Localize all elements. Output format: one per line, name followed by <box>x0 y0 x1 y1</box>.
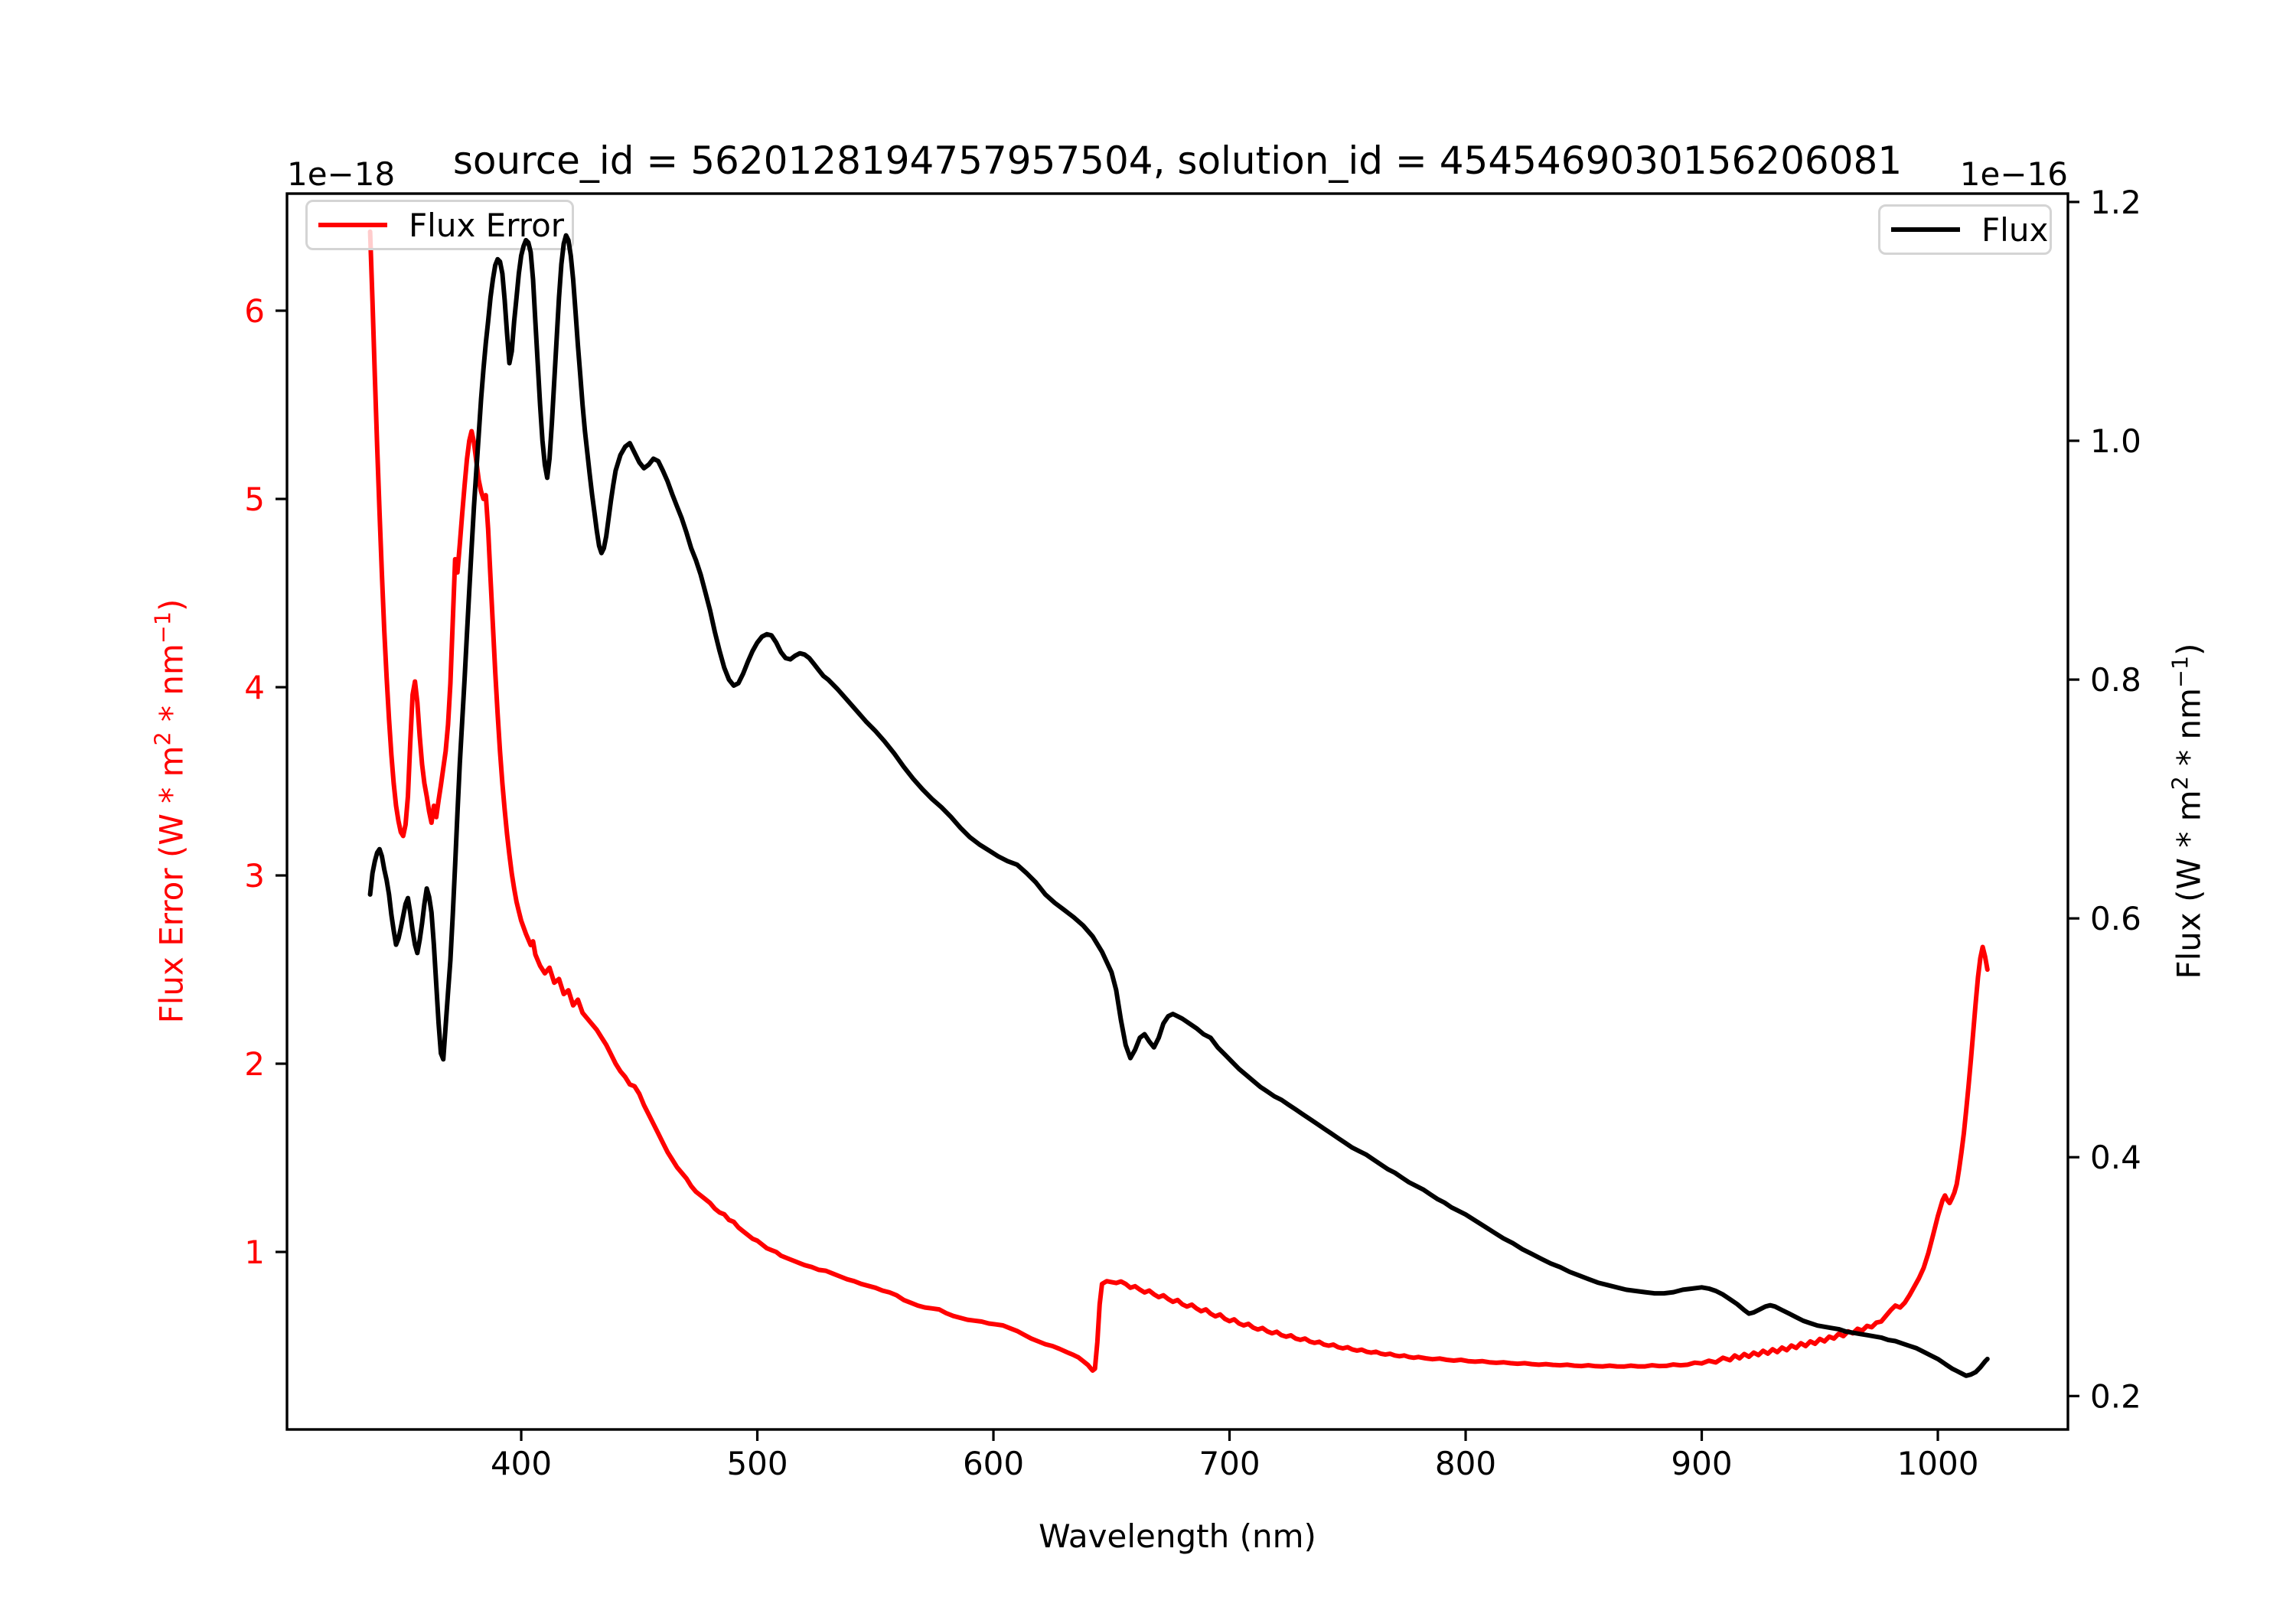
right-y-tick-label: 0.6 <box>2090 900 2141 937</box>
chart-title: source_id = 5620128194757957504, solutio… <box>452 139 1903 183</box>
x-tick-label: 1000 <box>1897 1445 1979 1482</box>
right-y-tick-label: 1.2 <box>2090 184 2141 221</box>
x-axis-label: Wavelength (nm) <box>1039 1517 1316 1555</box>
legend-flux: Flux <box>1878 204 2052 255</box>
x-tick-label: 700 <box>1199 1445 1260 1482</box>
left-axis-label: Flux Error (W * m2 * nm−1) <box>149 598 191 1024</box>
left-y-tick-label: 1 <box>244 1234 265 1271</box>
right-y-tick-label: 0.8 <box>2090 661 2141 699</box>
x-tick-label: 800 <box>1435 1445 1496 1482</box>
flux-error-line <box>367 229 1990 1373</box>
x-tick-label: 400 <box>491 1445 552 1482</box>
right-axis-label: Flux (W * m2 * nm−1) <box>2167 643 2208 980</box>
flux-error-legend-line-icon <box>318 223 387 227</box>
right-axis-offset-text: 1e−16 <box>1959 155 2068 193</box>
x-tick-label: 500 <box>726 1445 788 1482</box>
left-y-tick-label: 4 <box>244 669 265 706</box>
right-y-tick-label: 0.2 <box>2090 1377 2141 1415</box>
left-y-tick-label: 2 <box>244 1045 265 1083</box>
right-y-tick-label: 0.4 <box>2090 1139 2141 1176</box>
axes-spines <box>285 192 2069 1431</box>
x-tick-label: 600 <box>963 1445 1024 1482</box>
x-tick-label: 900 <box>1671 1445 1732 1482</box>
left-y-tick-label: 5 <box>244 481 265 518</box>
legend-flux-error: Flux Error <box>305 200 574 250</box>
left-axis-offset-text: 1e−18 <box>287 155 396 193</box>
left-y-tick-label: 3 <box>244 857 265 895</box>
flux-legend-line-icon <box>1891 227 1960 232</box>
flux-error-legend-label: Flux Error <box>409 206 565 244</box>
flux-legend-label: Flux <box>1981 210 2049 249</box>
right-y-tick-label: 1.0 <box>2090 422 2141 460</box>
left-y-tick-label: 6 <box>244 292 265 330</box>
flux-line <box>367 233 1990 1378</box>
